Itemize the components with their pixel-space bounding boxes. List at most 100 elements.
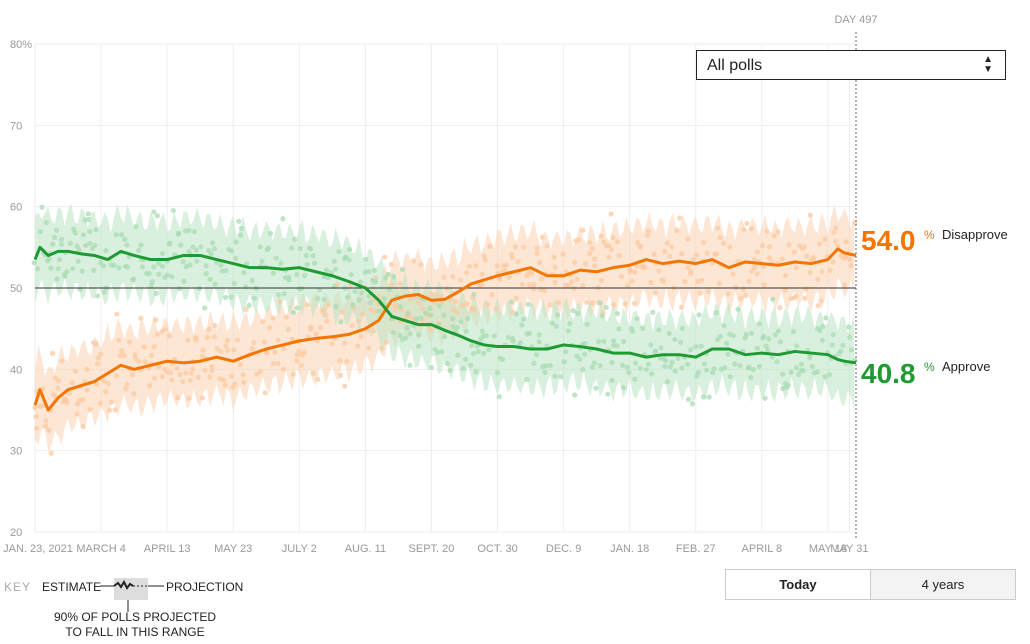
approve-poll-dot xyxy=(79,268,85,274)
approve-poll-dot xyxy=(737,362,743,369)
approve-poll-dot xyxy=(614,310,620,317)
disapprove-poll-dot xyxy=(289,336,295,342)
approve-poll-dot xyxy=(648,342,654,348)
disapprove-poll-dot xyxy=(97,400,103,406)
disapprove-poll-dot xyxy=(746,278,752,284)
disapprove-poll-dot xyxy=(754,271,760,277)
approve-poll-dot xyxy=(397,303,403,310)
disapprove-poll-dot xyxy=(224,347,231,353)
disapprove-poll-dot xyxy=(786,242,792,248)
x-tick-label: JAN. 18 xyxy=(610,543,649,555)
poll-type-select[interactable]: All polls ▲ ▼ xyxy=(696,50,1006,80)
approve-poll-dot xyxy=(496,394,502,400)
approve-poll-dot xyxy=(77,286,83,292)
disapprove-poll-dot xyxy=(218,348,224,354)
disapprove-poll-dot xyxy=(587,240,593,246)
approve-poll-dot xyxy=(643,366,649,373)
disapprove-poll-dot xyxy=(733,284,739,290)
disapprove-poll-dot xyxy=(847,256,853,262)
approve-poll-dot xyxy=(149,279,155,285)
approve-poll-dot xyxy=(391,274,397,280)
approve-poll-dot xyxy=(645,361,652,367)
disapprove-poll-dot xyxy=(80,396,86,403)
approve-poll-dot xyxy=(701,361,708,367)
disapprove-poll-dot xyxy=(541,287,547,294)
disapprove-poll-dot xyxy=(407,297,413,303)
approve-poll-dot xyxy=(652,349,658,355)
disapprove-poll-dot xyxy=(782,272,789,279)
approve-poll-dot xyxy=(209,240,216,246)
approve-poll-dot xyxy=(223,268,229,274)
disapprove-poll-dot xyxy=(156,364,162,370)
approve-poll-dot xyxy=(56,257,63,263)
approve-poll-dot xyxy=(231,280,237,287)
disapprove-poll-dot xyxy=(725,291,731,297)
approve-poll-dot xyxy=(290,309,297,316)
disapprove-poll-dot xyxy=(190,366,196,372)
approve-poll-dot xyxy=(616,326,622,332)
disapprove-poll-dot xyxy=(835,243,841,249)
disapprove-poll-dot xyxy=(791,249,797,255)
disapprove-poll-dot xyxy=(586,250,593,256)
approve-poll-dot xyxy=(46,256,52,262)
disapprove-poll-dot xyxy=(281,345,287,351)
disapprove-poll-dot xyxy=(685,236,691,242)
disapprove-poll-dot xyxy=(526,282,532,288)
disapprove-poll-dot xyxy=(175,395,181,401)
approve-poll-dot xyxy=(80,232,87,238)
today-button[interactable]: Today xyxy=(726,570,871,599)
approve-poll-dot xyxy=(333,266,339,272)
disapprove-poll-dot xyxy=(72,368,79,374)
y-tick-label: 50 xyxy=(10,283,22,295)
approve-poll-dot xyxy=(626,369,632,376)
disapprove-poll-dot xyxy=(241,379,247,385)
approve-poll-dot xyxy=(156,271,162,277)
approve-poll-dot xyxy=(727,374,733,380)
approve-poll-dot xyxy=(549,320,555,326)
disapprove-poll-dot xyxy=(106,407,113,413)
approve-poll-dot xyxy=(116,265,122,271)
approve-poll-dot xyxy=(574,353,580,359)
disapprove-poll-dot xyxy=(506,274,512,280)
disapprove-poll-dot xyxy=(193,337,199,343)
approve-poll-dot xyxy=(814,369,820,375)
disapprove-poll-dot xyxy=(536,259,543,266)
disapprove-poll-dot xyxy=(94,381,100,387)
disapprove-poll-dot xyxy=(159,373,165,380)
disapprove-poll-dot xyxy=(132,351,138,358)
disapprove-poll-dot xyxy=(433,292,440,298)
approve-poll-dot xyxy=(407,331,413,337)
x-tick-label: FEB. 27 xyxy=(676,543,716,555)
approve-poll-dot xyxy=(310,253,316,259)
four-years-button[interactable]: 4 years xyxy=(871,570,1015,599)
disapprove-poll-dot xyxy=(313,331,319,337)
disapprove-poll-dot xyxy=(715,225,721,231)
approve-poll-dot xyxy=(610,338,617,344)
disapprove-poll-dot xyxy=(94,361,101,367)
approve-poll-dot xyxy=(303,252,309,259)
approve-percent-sign: % xyxy=(924,360,935,374)
disapprove-poll-dot xyxy=(69,380,75,386)
disapprove-poll-dot xyxy=(418,262,424,268)
approve-poll-dot xyxy=(136,247,142,253)
disapprove-poll-dot xyxy=(743,292,749,299)
approve-poll-dot xyxy=(460,365,466,372)
disapprove-label: 54.0 % Disapprove xyxy=(861,225,1008,256)
disapprove-poll-dot xyxy=(749,268,755,274)
disapprove-poll-dot xyxy=(52,375,58,381)
approve-poll-dot xyxy=(130,277,136,283)
approve-poll-dot xyxy=(101,263,107,269)
disapprove-poll-dot xyxy=(777,304,783,311)
disapprove-poll-dot xyxy=(74,411,80,417)
approve-poll-dot xyxy=(450,324,456,330)
approve-poll-dot xyxy=(350,302,356,308)
approve-poll-dot xyxy=(542,369,548,375)
approve-poll-dot xyxy=(662,363,668,369)
approve-poll-dot xyxy=(724,340,730,346)
approve-poll-dot xyxy=(572,392,578,398)
disapprove-poll-dot xyxy=(714,251,720,257)
approve-poll-dot xyxy=(307,246,314,252)
disapprove-poll-dot xyxy=(614,239,620,245)
disapprove-poll-dot xyxy=(727,244,733,250)
approve-poll-dot xyxy=(323,267,330,273)
